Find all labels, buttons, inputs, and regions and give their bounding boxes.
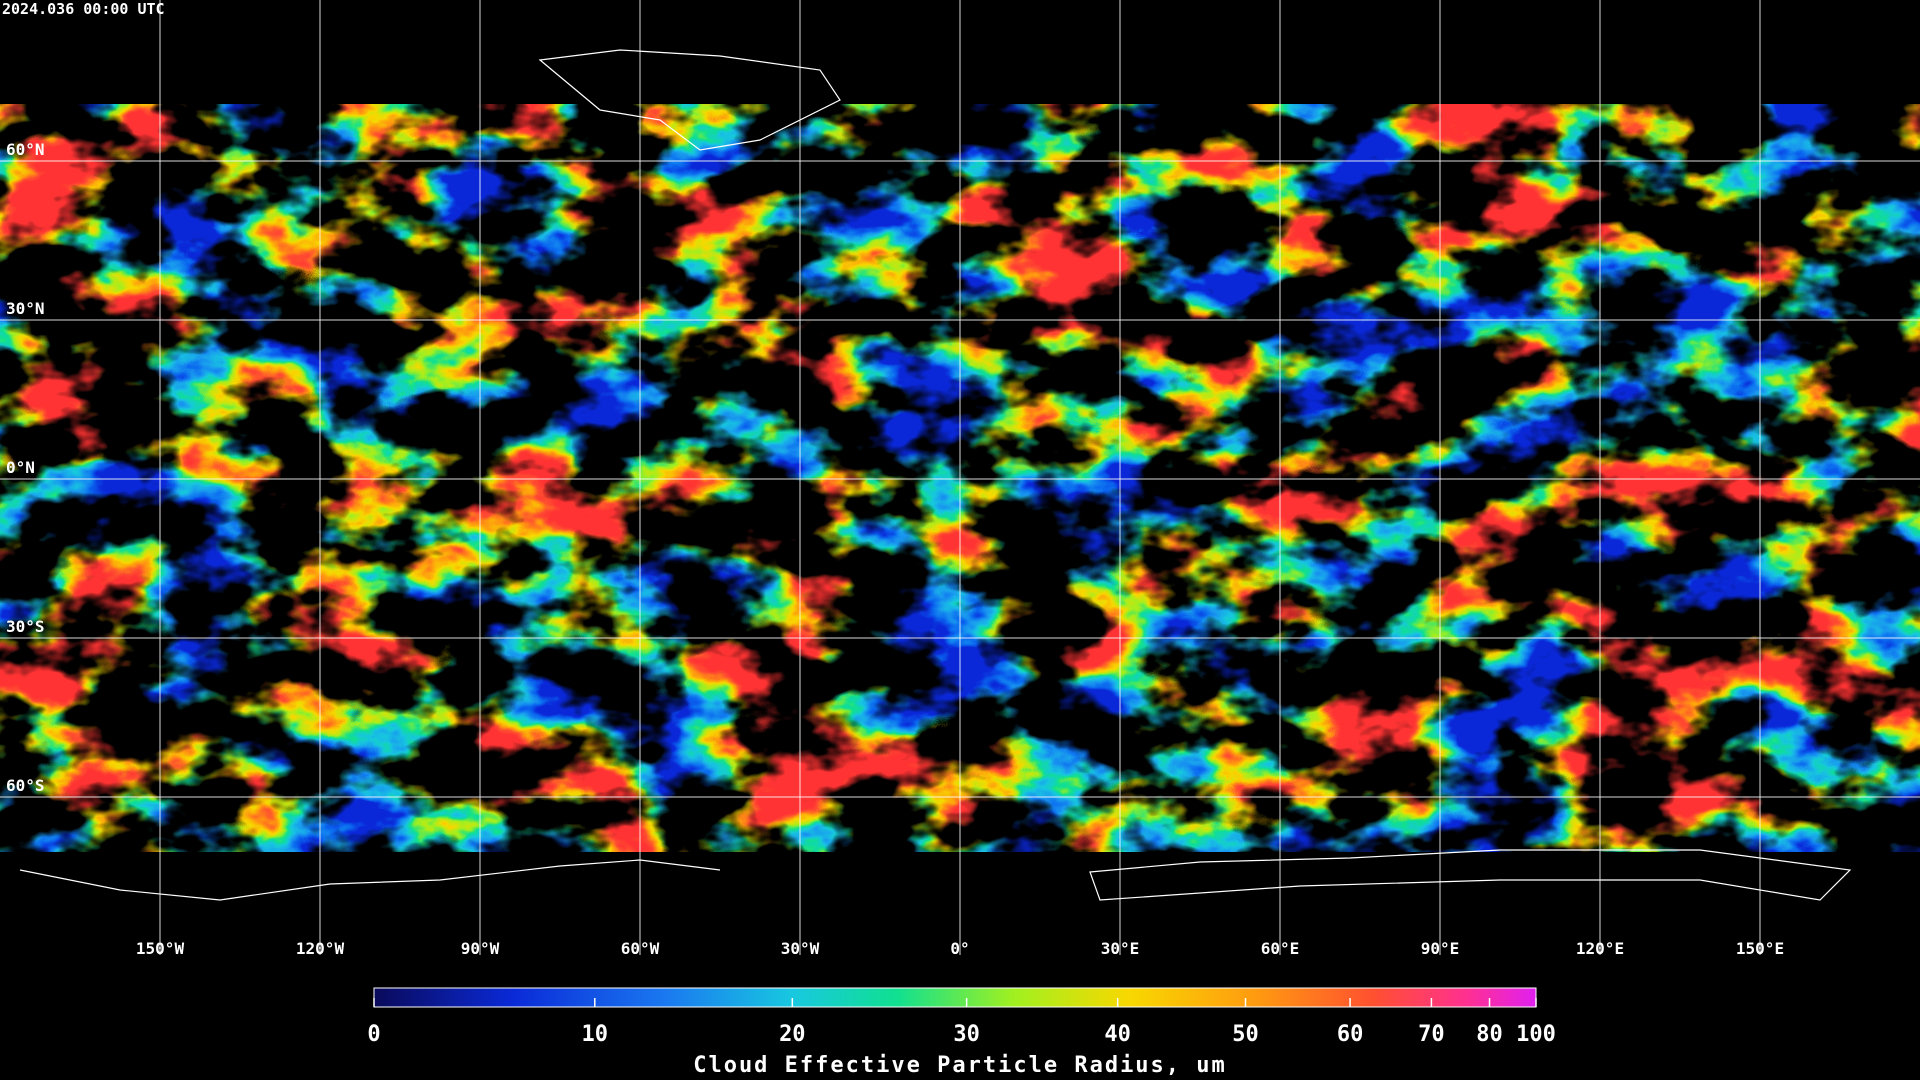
latitude-label: 0°N [6, 458, 35, 477]
longitude-label: 60°E [1261, 939, 1300, 958]
colorbar-tick-label: 100 [1516, 1022, 1556, 1047]
colorbar-tick-label: 0 [367, 1022, 380, 1047]
latitude-label: 30°S [6, 617, 45, 636]
longitude-label: 90°W [461, 939, 500, 958]
colorbar-ticks: 0 10 20 30 40 50 60 70 80 100 [367, 998, 1556, 1047]
colorbar-tick-label: 30 [953, 1022, 980, 1047]
latitude-label: 30°N [6, 299, 45, 318]
longitude-label: 30°W [781, 939, 820, 958]
colorbar-tick-label: 50 [1232, 1022, 1259, 1047]
longitude-label: 0° [950, 939, 969, 958]
longitude-label: 30°E [1101, 939, 1140, 958]
longitude-label: 60°W [621, 939, 660, 958]
longitude-label: 150°E [1736, 939, 1784, 958]
colorbar-tick-label: 10 [582, 1022, 609, 1047]
graticule: 150°W 120°W 90°W 60°W 30°W 0° 30°E 60°E 90°E 120°… [0, 0, 1920, 958]
longitude-label: 120°W [296, 939, 345, 958]
latitude-label: 60°N [6, 140, 45, 159]
colorbar-tick-label: 40 [1104, 1022, 1131, 1047]
colorbar-tick-label: 20 [779, 1022, 806, 1047]
colorbar-title: Cloud Effective Particle Radius, um [693, 1053, 1227, 1078]
colorbar-tick-label: 80 [1476, 1022, 1503, 1047]
colorbar-tick-label: 70 [1418, 1022, 1445, 1047]
colorbar-tick-label: 60 [1337, 1022, 1364, 1047]
latitude-label: 60°S [6, 776, 45, 795]
timestamp: 2024.036 00:00 UTC [2, 0, 165, 18]
longitude-label: 150°W [136, 939, 185, 958]
colorbar [373, 987, 1537, 1008]
longitude-label: 90°E [1421, 939, 1460, 958]
longitude-label: 120°E [1576, 939, 1624, 958]
